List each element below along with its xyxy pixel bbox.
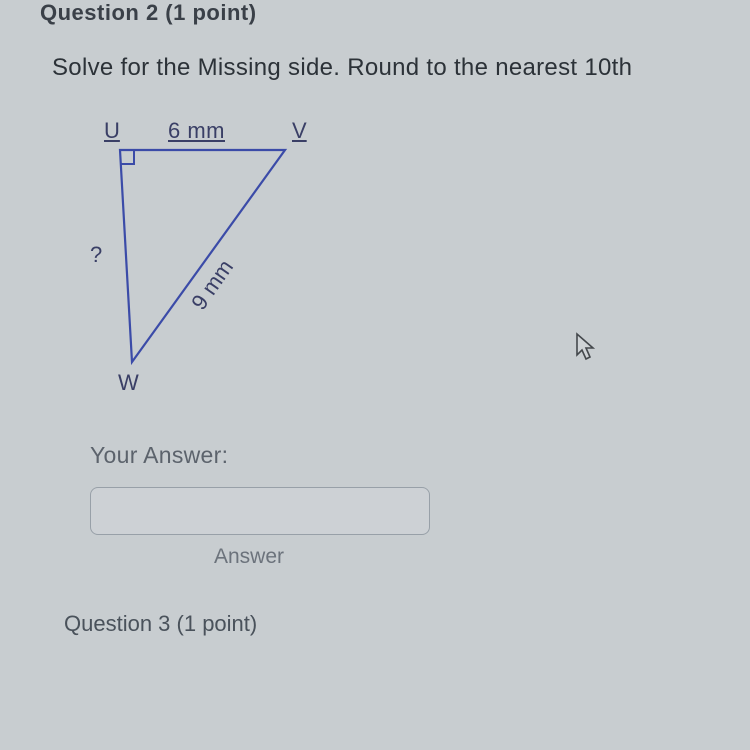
answer-input[interactable]: [90, 487, 430, 535]
vertex-label-v: V: [292, 118, 307, 144]
right-angle-marker: [120, 150, 134, 164]
triangle-diagram: U 6 mm V ? 9 mm W: [90, 122, 350, 402]
vertex-label-u: U: [104, 118, 120, 144]
answer-caption: Answer: [214, 545, 750, 569]
question-header-fragment: Question 2 (1 point): [0, 0, 750, 36]
question-text: Solve for the Missing side. Round to the…: [0, 36, 750, 112]
side-label-left: ?: [90, 242, 102, 268]
answer-label: Your Answer:: [90, 442, 750, 469]
next-question-header: Question 3 (1 point): [64, 611, 750, 637]
answer-section: Your Answer: Answer: [90, 442, 750, 569]
cursor-icon: [574, 332, 598, 367]
side-label-top: 6 mm: [168, 118, 225, 144]
vertex-label-w: W: [118, 370, 139, 396]
triangle-shape: [120, 150, 285, 362]
